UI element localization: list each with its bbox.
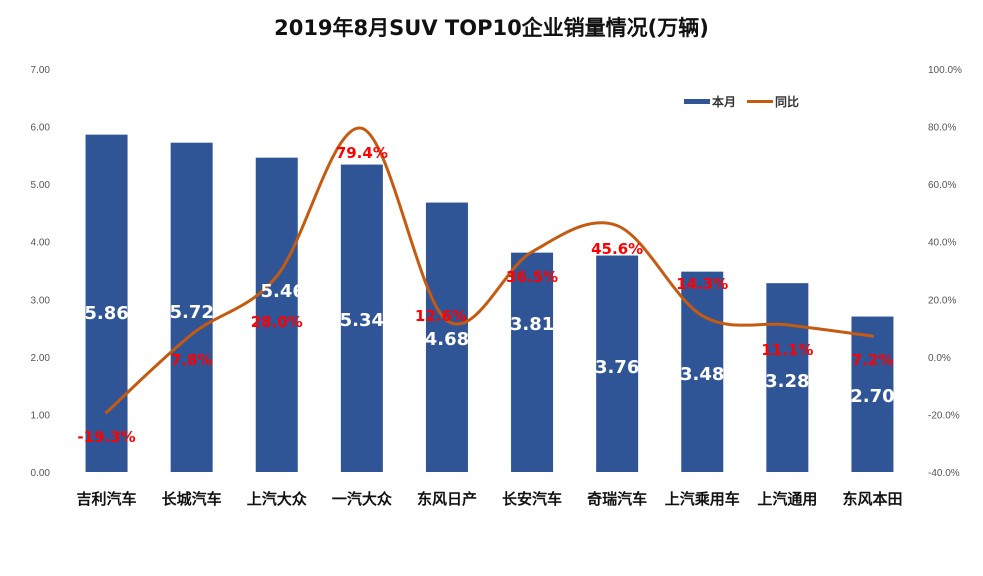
right-axis-tick: 100.0%	[928, 65, 962, 76]
bar	[425, 202, 468, 472]
right-axis-tick: 40.0%	[928, 238, 956, 249]
left-axis-tick: 7.00	[31, 65, 51, 76]
yoy-value-label: -19.3%	[77, 428, 135, 446]
left-axis-tick: 5.00	[31, 180, 51, 191]
bar-value-label: 5.34	[340, 310, 384, 331]
bar-value-label: 3.81	[510, 314, 554, 335]
category-label: 奇瑞汽车	[587, 490, 647, 508]
category-label: 长安汽车	[502, 490, 562, 508]
right-axis-tick: -20.0%	[928, 410, 960, 421]
bar	[511, 252, 554, 472]
category-label: 吉利汽车	[77, 490, 137, 508]
yoy-line	[105, 126, 874, 414]
yoy-value-label: 7.2%	[852, 351, 894, 369]
bar-value-label: 5.46	[261, 281, 305, 302]
chart-title: 2019年8月SUV TOP10企业销量情况(万辆)	[274, 16, 709, 40]
left-axis-tick: 2.00	[31, 353, 51, 364]
right-axis-tick: 80.0%	[928, 123, 956, 134]
category-label: 长城汽车	[162, 490, 222, 508]
yoy-value-label: 11.1%	[761, 341, 813, 359]
left-axis-tick: 1.00	[31, 410, 51, 421]
left-axis-tick: 6.00	[31, 123, 51, 134]
legend-line-swatch	[747, 100, 773, 103]
left-axis-tick: 4.00	[31, 238, 51, 249]
category-label: 上汽乘用车	[665, 490, 740, 508]
category-label: 东风日产	[417, 490, 477, 508]
bar-value-label: 4.68	[425, 329, 469, 350]
left-axis-tick: 0.00	[31, 468, 51, 479]
bar-value-label: 3.28	[765, 371, 809, 392]
bar-value-label: 3.48	[680, 364, 724, 385]
legend-line-label: 同比	[775, 94, 799, 109]
bar	[596, 255, 639, 472]
category-label: 上汽通用	[757, 490, 817, 508]
yoy-value-label: 79.4%	[336, 144, 388, 162]
bar-value-label: 5.86	[84, 303, 128, 324]
legend-bar-label: 本月	[712, 94, 736, 109]
right-axis-tick: -40.0%	[928, 468, 960, 479]
category-label: 上汽大众	[247, 490, 307, 508]
bar-value-label: 5.72	[169, 302, 213, 323]
bar	[85, 134, 128, 473]
yoy-value-label: 7.8%	[171, 351, 213, 369]
bar	[851, 316, 894, 472]
bar	[170, 142, 213, 473]
bar-value-label: 2.70	[850, 386, 894, 407]
yoy-value-label: 28.0%	[251, 313, 303, 331]
right-axis-tick: 20.0%	[928, 295, 956, 306]
category-label: 东风本田	[842, 490, 902, 508]
bar-value-label: 3.76	[595, 357, 639, 378]
category-label: 一汽大众	[332, 490, 392, 508]
left-axis-tick: 3.00	[31, 295, 51, 306]
bar	[340, 164, 383, 472]
yoy-value-label: 45.6%	[591, 240, 643, 258]
yoy-value-label: 36.5%	[506, 268, 558, 286]
legend-bar-swatch	[684, 99, 710, 104]
yoy-value-label: 12.6%	[415, 307, 467, 325]
yoy-value-label: 14.3%	[676, 275, 728, 293]
right-axis-tick: 60.0%	[928, 180, 956, 191]
bar	[255, 157, 298, 472]
bar	[766, 283, 809, 472]
right-axis-tick: 0.0%	[928, 353, 951, 364]
